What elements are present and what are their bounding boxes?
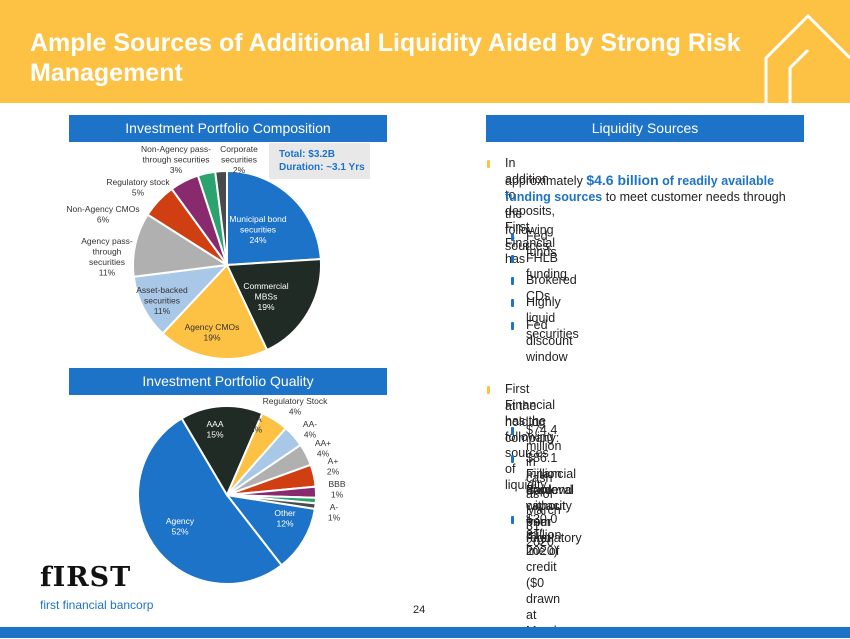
holding-item-2b: Financial Bank without prior regulatory <box>526 467 582 545</box>
slice-label: AA 5% <box>250 414 263 435</box>
holding-item-3b: 31, 2020) <box>526 528 558 558</box>
para1-highlight-2: funding sources <box>505 190 603 204</box>
funding-amount: $4.6 billion <box>586 172 659 188</box>
para1-highlight: of readily available <box>662 174 775 188</box>
pie-slice <box>132 213 230 278</box>
company-name: first financial bancorp <box>40 598 154 612</box>
holding-item-2a: $86.1 million dividend capacity from Fir… <box>526 451 573 545</box>
bullet-icon <box>511 455 514 463</box>
slice-label: Other 12% <box>274 508 295 529</box>
liquidity-heading: Liquidity Sources <box>486 115 804 142</box>
total-box: Total: $3.2B Duration: ~3.1 Yrs <box>269 143 370 179</box>
pie-slice <box>137 417 283 585</box>
holding-item-2c: approval <box>526 483 574 497</box>
source-item: Fed funds <box>526 229 557 259</box>
slice-label: Corporate securities 2% <box>220 144 258 175</box>
page-title: Ample Sources of Additional Liquidity Ai… <box>30 29 741 87</box>
pie-slice <box>225 258 322 352</box>
slice-label: Commercial MBSs 19% <box>243 281 288 312</box>
bullet-icon <box>511 516 514 524</box>
composition-heading: Investment Portfolio Composition <box>69 115 387 142</box>
para1-line1: In addition to deposits, First Financial… <box>505 156 556 266</box>
header-band <box>0 0 850 103</box>
source-item: Highly liquid securities <box>526 295 579 341</box>
slice-label: Agency pass-through securities 11% <box>81 236 133 278</box>
slice-label: A-1% <box>328 502 341 523</box>
pie-slice <box>226 169 322 267</box>
bullet-icon <box>511 427 514 435</box>
slice-label: A+ 2% <box>327 456 340 477</box>
slice-label: Agency 52% <box>166 516 195 537</box>
pie-slice <box>132 263 230 335</box>
footer-band <box>0 627 850 638</box>
slice-label: AAA 15% <box>206 419 223 440</box>
holding-item-3a: $30.0 million line of credit ($0 drawn a… <box>526 512 562 638</box>
duration-value: Duration: ~3.1 Yrs <box>279 162 365 173</box>
slice-label: Regulatory Stock 4% <box>263 396 328 417</box>
composition-pie <box>132 169 322 360</box>
para1-line4: the following sources: <box>505 207 554 253</box>
bullet-icon <box>511 299 514 307</box>
composition-labels: Municipal bond securities 24% Commercial MBS… <box>66 144 288 343</box>
bullet-icon <box>511 322 514 330</box>
slice-label: Agency CMOs 19% <box>185 322 240 343</box>
para1-text-2: to meet customer needs through <box>605 190 786 204</box>
para2-line1: First Financial has the following source… <box>505 382 556 492</box>
pie-slice <box>214 169 228 266</box>
slice-label: BBB 1% <box>328 479 345 500</box>
para2-line2: at the holding company: <box>505 399 560 445</box>
slice-label: Asset-backed securities 11% <box>136 285 188 316</box>
pie-slice <box>224 493 317 567</box>
bullet-icon <box>511 233 514 241</box>
quality-pie <box>137 405 317 585</box>
para1-text: approximately <box>505 174 583 188</box>
page-number: 24 <box>413 604 426 616</box>
slice-label: AA+ 4% <box>315 438 331 459</box>
pie-slice <box>226 494 317 511</box>
bullet-icon <box>487 386 490 394</box>
quality-labels: Other 12% Agency 52% AAA 15% AA 5%Regulatory St… <box>166 396 346 537</box>
source-item: FHLB funding <box>526 251 568 281</box>
pie-slice <box>180 405 264 498</box>
bullet-icon <box>511 255 514 263</box>
slice-label: Non-Agency CMOs 6% <box>66 204 139 225</box>
holding-item-1: $74.4 million in cash as of March 31, 20… <box>526 423 562 549</box>
para1-line2: approximately $4.6 billion of readily av… <box>505 172 774 189</box>
quality-heading: Investment Portfolio Quality <box>69 368 387 395</box>
company-logo: fIRST <box>40 562 132 593</box>
slice-label: Non-Agency pass-through securities 3% <box>141 144 211 175</box>
pie-slice <box>161 263 269 360</box>
total-value: Total: $3.2B <box>279 149 335 160</box>
para1-line3: funding sources to meet customer needs t… <box>505 189 786 205</box>
bullet-icon <box>487 160 490 168</box>
source-item: Brokered CDs <box>526 273 577 303</box>
slice-label: Municipal bond securities 24% <box>229 214 286 245</box>
slice-label: AA-4% <box>303 419 317 440</box>
bullet-icon <box>511 277 514 285</box>
source-item: Fed discount window <box>526 318 573 364</box>
slice-label: Regulatory stock 5% <box>106 177 170 198</box>
